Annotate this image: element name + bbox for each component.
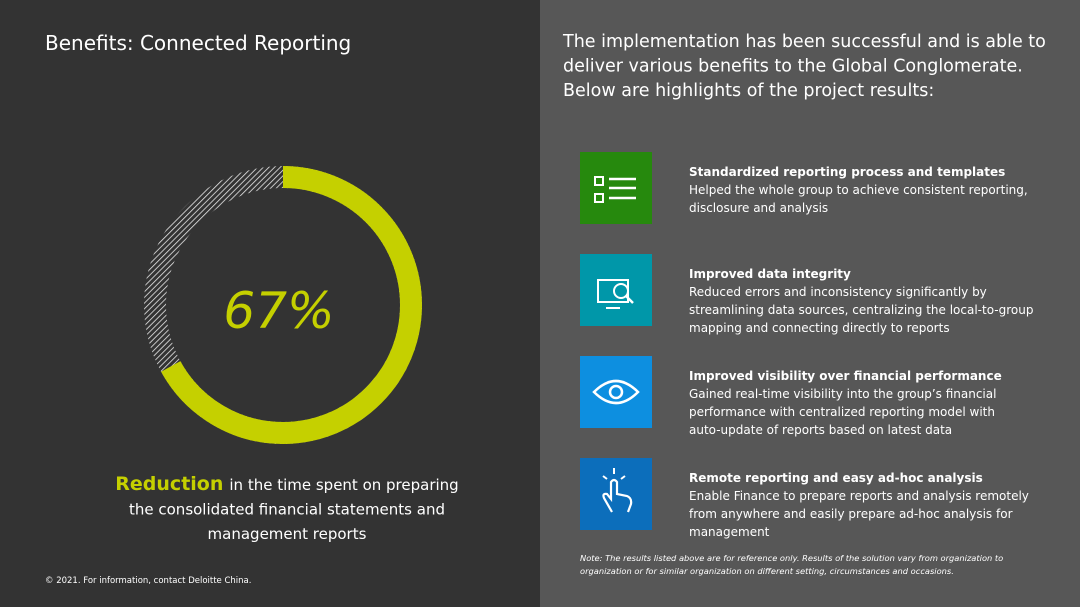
icon-monitor (580, 254, 652, 326)
benefit-line: streamlining data sources, centralizing … (689, 303, 1033, 317)
benefit-line: Gained real-time visibility into the gro… (689, 387, 996, 401)
note-line: Note: The results listed above are for r… (580, 553, 1003, 563)
caption-line: the consolidated financial statements an… (129, 501, 445, 519)
benefit-line: performance with centralized reporting m… (689, 405, 995, 419)
benefit-line: disclosure and analysis (689, 201, 828, 215)
benefit-line: Helped the whole group to achieve consis… (689, 183, 1028, 197)
intro-line: deliver various benefits to the Global C… (563, 57, 1023, 77)
benefit-line: auto-update of reports based on latest d… (689, 423, 952, 437)
caption-text: in the time spent on preparing (229, 476, 458, 494)
icon-eye (580, 356, 652, 428)
benefit-line: management (689, 525, 770, 539)
benefit-title: Remote reporting and easy ad-hoc analysi… (689, 471, 983, 485)
ring-value (144, 166, 422, 444)
benefit-line: mapping and connecting directly to repor… (689, 321, 950, 335)
icon-list (580, 152, 652, 224)
caption-lead: Reduction (115, 473, 223, 495)
benefit-line: Reduced errors and inconsistency signifi… (689, 285, 987, 299)
metric-label: 67% (223, 282, 334, 340)
benefit-title: Standardized reporting process and templ… (689, 165, 1005, 179)
left-panel (0, 0, 540, 607)
benefit-line: Enable Finance to prepare reports and an… (689, 489, 1029, 503)
icon-touch (580, 458, 652, 530)
caption-line: Reduction in the time spent on preparing (115, 473, 458, 495)
slide-title: Benefits: Connected Reporting (45, 31, 351, 55)
footer: © 2021. For information, contact Deloitt… (45, 576, 251, 586)
benefit-title: Improved visibility over financial perfo… (689, 369, 1002, 383)
benefit-line: from anywhere and easily prepare ad-hoc … (689, 507, 1013, 521)
intro-line: The implementation has been successful a… (562, 32, 1046, 52)
note-line: organization or for similar organization… (580, 566, 954, 576)
benefit-title: Improved data integrity (689, 267, 851, 281)
caption-line: management reports (208, 525, 367, 543)
intro-line: Below are highlights of the project resu… (563, 81, 934, 101)
